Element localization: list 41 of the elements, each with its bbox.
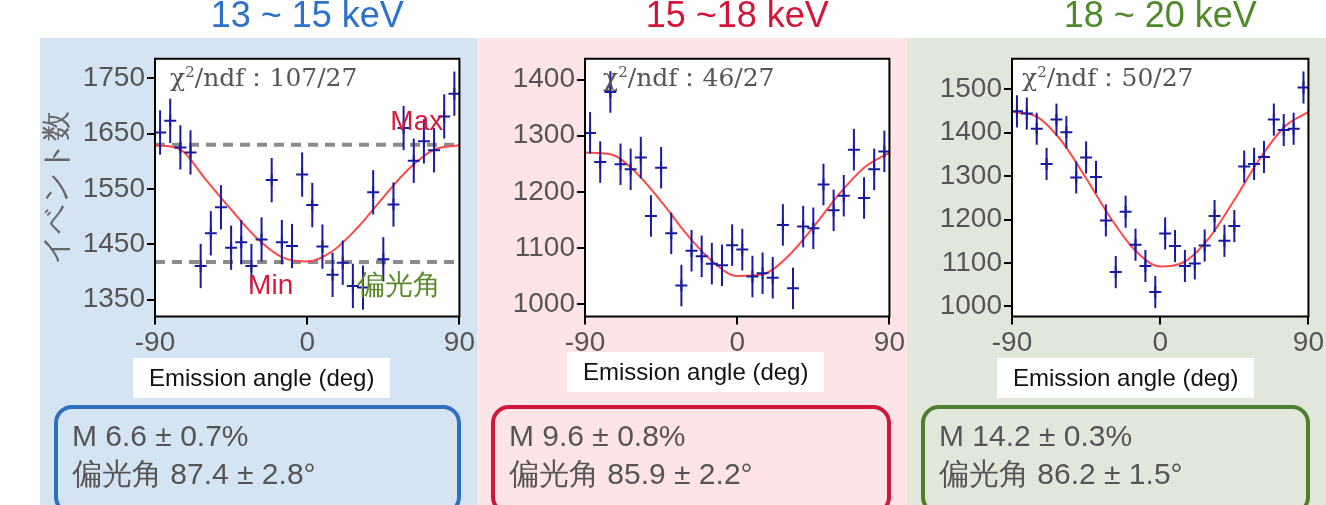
x-axis-title: Emission angle (deg) — [133, 358, 391, 398]
x-tick-label: 0 — [1152, 325, 1168, 357]
y-tick-label: 1200 — [939, 202, 1002, 234]
y-tick-label: 1100 — [941, 245, 1002, 277]
text: M 6.6 ± 0.7% — [72, 418, 250, 454]
chart-title: 18 ~ 20 keV — [1063, 0, 1257, 36]
x-tick-label: 90 — [443, 325, 476, 357]
text: M 14.2 ± 0.3% — [939, 418, 1134, 454]
y-tick-label: 1650 — [82, 116, 145, 148]
x-tick-label: -90 — [564, 325, 606, 357]
x-tick-label: -90 — [991, 325, 1033, 357]
chart-title: 13 ~ 15 keV — [210, 0, 404, 36]
annotation: χ$^{2}$/ndf：50/27 — [1022, 61, 1194, 94]
y-tick-label: 1100 — [514, 230, 575, 262]
x-tick-label: 90 — [873, 325, 906, 357]
y-tick-label: 1350 — [82, 282, 145, 314]
x-tick-label: 0 — [729, 325, 745, 357]
x-tick-label: -90 — [134, 325, 176, 357]
y-tick-label: 1300 — [512, 118, 575, 150]
y-tick-label: 1300 — [939, 158, 1002, 190]
text: 偏光角 86.2 ± 1.5° — [939, 456, 1184, 492]
chart-title: 15 ~18 keV — [645, 0, 829, 36]
y-tick-label: 1750 — [82, 60, 145, 92]
y-tick-label: 1400 — [939, 115, 1002, 147]
x-axis-title: Emission angle (deg) — [997, 358, 1255, 398]
y-tick-label: 1000 — [512, 286, 575, 318]
y-axis-title: イベント数 — [37, 110, 73, 265]
x-axis-title: Emission angle (deg) — [583, 358, 809, 385]
annotation: χ$^{2}$/ndf：107/27 — [170, 61, 358, 94]
y-tick-label: 1400 — [512, 62, 575, 94]
x-tick-label: 90 — [1292, 325, 1325, 357]
y-tick-label: 1500 — [939, 71, 1002, 103]
y-tick-label: 1000 — [939, 289, 1002, 321]
annotation: Min — [248, 269, 294, 302]
text: 偏光角 87.4 ± 2.8° — [72, 456, 317, 492]
text: M 9.6 ± 0.8% — [509, 418, 687, 454]
text: 偏光角 85.9 ± 2.2° — [509, 456, 754, 492]
y-tick-label: 1550 — [82, 171, 145, 203]
y-tick-label: 1200 — [512, 174, 575, 206]
y-tick-label: 1450 — [82, 227, 145, 259]
x-tick-label: 0 — [299, 325, 315, 357]
